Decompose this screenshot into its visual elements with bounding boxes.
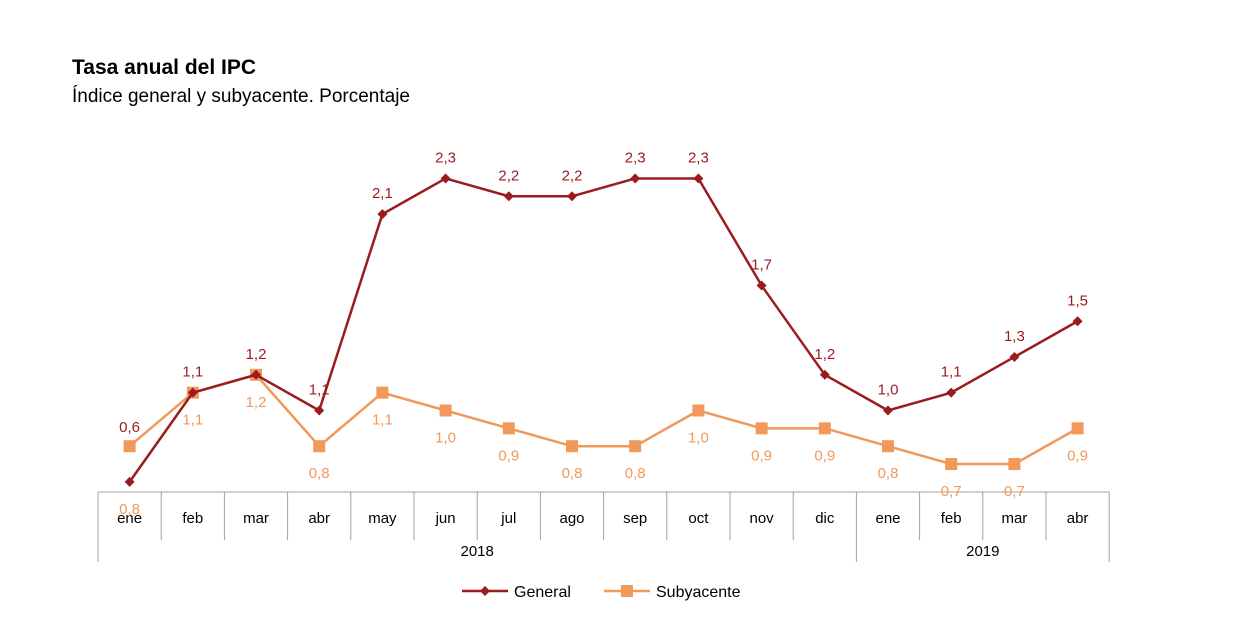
general-data-label: 2,2: [562, 167, 583, 184]
subyacente-point: [692, 404, 705, 417]
general-point: [440, 173, 451, 184]
x-tick-label-feb: feb: [941, 510, 962, 527]
general-series-line: [128, 177, 1079, 483]
general-data-label: 1,2: [246, 346, 267, 363]
general-data-label: 1,1: [941, 364, 962, 381]
subyacente-point: [755, 422, 768, 435]
general-point: [946, 387, 957, 398]
general-data-label: 1,7: [751, 257, 772, 274]
general-point: [756, 280, 767, 291]
general-data-label: 2,1: [372, 185, 393, 202]
subyacente-data-label: 1,1: [182, 412, 203, 429]
subyacente-data-label: 0,9: [498, 447, 519, 464]
x-tick-label-ene: ene: [117, 510, 142, 527]
subyacente-data-label: 0,7: [941, 483, 962, 500]
legend-subyacente-marker: [621, 585, 633, 597]
subyacente-data-label: 0,7: [1004, 483, 1025, 500]
legend-general-label: General: [514, 584, 571, 601]
general-point: [251, 369, 261, 380]
subyacente-data-label: 0,9: [751, 447, 772, 464]
subyacente-data-label: 0,8: [309, 465, 330, 482]
general-point: [567, 191, 577, 202]
x-tick-label-abr: abr: [308, 510, 330, 527]
x-tick-label-dic: dic: [815, 510, 835, 527]
subyacente-data-label: 1,0: [688, 430, 709, 447]
x-tick-label-sep: sep: [623, 510, 647, 527]
subyacente-data-label: 0,9: [1067, 447, 1088, 464]
general-point: [819, 369, 830, 380]
x-tick-label-nov: nov: [750, 510, 775, 527]
x-tick-label-mar: mar: [243, 510, 269, 527]
general-point: [693, 173, 704, 184]
general-point: [503, 191, 514, 202]
subyacente-data-label: 0,8: [119, 501, 140, 518]
subyacente-data-label: 0,9: [814, 447, 835, 464]
subyacente-data-label: 0,8: [625, 465, 646, 482]
x-year-label-2018: 2018: [461, 543, 494, 560]
general-point: [630, 173, 641, 184]
legend-subyacente-label: Subyacente: [656, 584, 741, 601]
general-data-label: 0,6: [119, 419, 140, 436]
subyacente-point: [123, 440, 136, 453]
general-data-label: 1,3: [1004, 328, 1025, 345]
subyacente-point: [1008, 458, 1021, 471]
x-tick-label-abr: abr: [1067, 510, 1089, 527]
general-data-label: 1,1: [309, 382, 330, 399]
subyacente-point: [376, 386, 389, 399]
general-point: [124, 476, 135, 487]
chart-subtitle: Índice general y subyacente. Porcentaje: [72, 86, 410, 107]
x-tick-label-mar: mar: [1001, 510, 1027, 527]
general-data-label: 2,3: [688, 149, 709, 166]
subyacente-point: [882, 440, 894, 453]
subyacente-point: [313, 440, 326, 453]
x-tick-label-may: may: [368, 510, 397, 527]
chart-title: Tasa anual del IPC: [72, 56, 257, 79]
general-point: [187, 387, 198, 398]
subyacente-point: [629, 440, 642, 453]
subyacente-data-label: 0,8: [562, 465, 583, 482]
x-tick-label-jul: jul: [500, 510, 516, 527]
general-data-label: 2,3: [435, 149, 456, 166]
general-point: [883, 405, 893, 416]
general-point: [1009, 351, 1020, 362]
subyacente-point: [502, 422, 515, 435]
general-point: [1072, 316, 1083, 327]
general-data-label: 1,1: [182, 364, 203, 381]
general-data-label: 1,5: [1067, 292, 1088, 309]
x-tick-label-oct: oct: [688, 510, 709, 527]
subyacente-data-label: 0,8: [878, 465, 899, 482]
general-data-label: 2,2: [498, 167, 519, 184]
general-data-label: 1,0: [878, 382, 899, 399]
x-tick-label-ene: ene: [875, 510, 900, 527]
subyacente-point: [818, 422, 831, 435]
subyacente-data-label: 1,2: [246, 394, 267, 411]
x-tick-label-jun: jun: [435, 510, 456, 527]
subyacente-data-label: 1,1: [372, 412, 393, 429]
subyacente-point: [439, 404, 452, 417]
subyacente-series-line: [128, 373, 1079, 466]
general-point: [314, 405, 325, 416]
subyacente-point: [1071, 422, 1084, 435]
x-tick-label-ago: ago: [559, 510, 584, 527]
legend-general-marker: [480, 586, 490, 596]
general-data-label: 1,2: [814, 346, 835, 363]
general-data-label: 2,3: [625, 149, 646, 166]
x-tick-label-feb: feb: [182, 510, 203, 527]
x-year-label-2019: 2019: [966, 543, 999, 560]
subyacente-data-label: 1,0: [435, 430, 456, 447]
subyacente-point: [945, 458, 958, 471]
general-point: [377, 209, 388, 220]
subyacente-point: [566, 440, 578, 453]
